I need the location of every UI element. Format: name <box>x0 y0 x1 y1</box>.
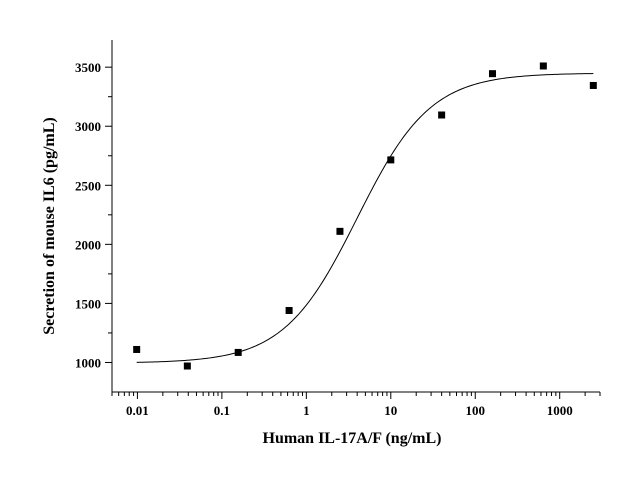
x-tick-label: 1 <box>303 403 310 418</box>
x-tick-label: 100 <box>465 403 485 418</box>
y-tick-label: 1000 <box>75 355 101 370</box>
x-tick-label: 0.1 <box>214 403 230 418</box>
y-tick-label: 3500 <box>75 60 101 75</box>
fit-curve-layer <box>136 73 594 363</box>
data-point <box>589 81 597 89</box>
x-axis: 0.01 0.1 1 10 100 1000 <box>111 391 601 418</box>
data-point <box>285 306 293 314</box>
y-tick-label: 1500 <box>75 296 101 311</box>
data-point <box>183 362 191 370</box>
data-point <box>336 227 344 235</box>
x-tick-label: 10 <box>384 403 397 418</box>
data-point <box>488 70 496 78</box>
data-point <box>438 111 446 119</box>
x-tick-label: 0.01 <box>126 403 149 418</box>
y-axis: 1000 1500 2000 2500 3000 3500 <box>75 40 113 392</box>
data-point <box>234 348 242 356</box>
y-axis-title: Secretion of mouse IL6 (pg/mL) <box>41 117 58 334</box>
y-tick-label: 2000 <box>75 237 101 252</box>
data-point <box>133 345 141 353</box>
x-tick-label: 1000 <box>547 403 573 418</box>
fit-curve <box>136 73 594 363</box>
data-points-layer <box>133 62 597 370</box>
y-tick-label: 3000 <box>75 119 101 134</box>
x-axis-title: Human IL-17A/F (ng/mL) <box>263 430 442 447</box>
data-point <box>539 62 547 70</box>
data-point <box>387 156 395 164</box>
y-tick-label: 2500 <box>75 178 101 193</box>
